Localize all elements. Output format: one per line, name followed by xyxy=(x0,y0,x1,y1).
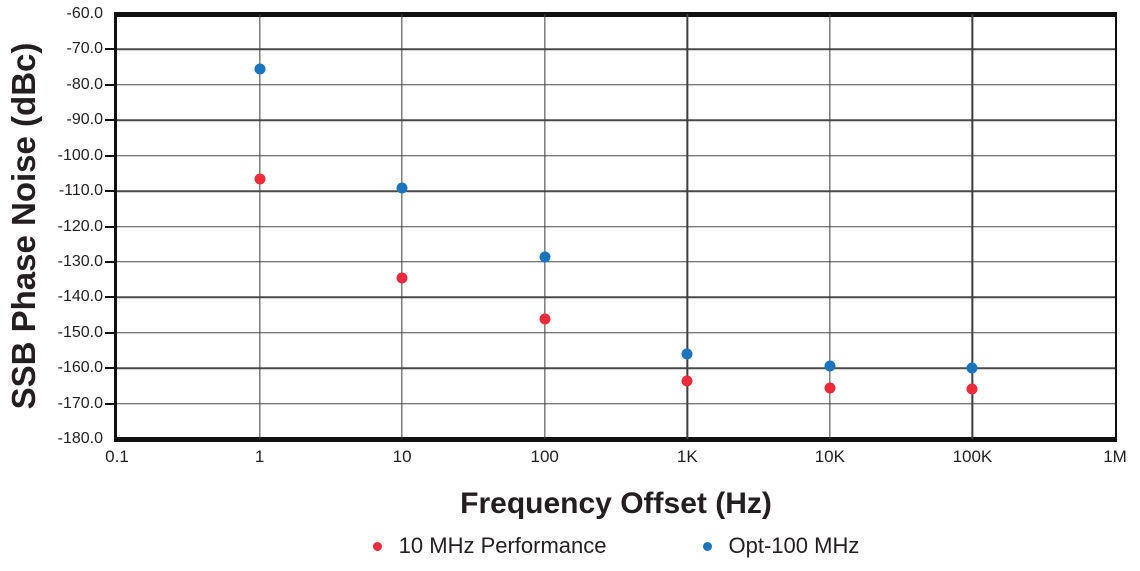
x-tick-label-1M: 1M xyxy=(1103,447,1127,466)
x-axis-title: Frequency Offset (Hz) xyxy=(460,487,772,520)
y-tick-mark xyxy=(105,119,114,122)
y-tick-mark xyxy=(105,331,114,334)
data-point-10mhz-10000hz xyxy=(824,382,836,394)
x-tick-label-1K: 1K xyxy=(676,447,698,466)
y-tick-label--90.0: -90.0 xyxy=(66,111,103,129)
y-tick-mark xyxy=(105,367,114,370)
h-gridline xyxy=(117,119,1115,121)
data-point-10mhz-1000hz xyxy=(681,375,693,387)
y-tick-label--120.0: -120.0 xyxy=(57,217,103,235)
plot-border-bottom xyxy=(114,437,1117,442)
x-tick-label-10: 10 xyxy=(392,447,412,466)
y-tick-mark xyxy=(105,190,114,193)
plot-border-top xyxy=(114,12,1117,17)
y-tick-mark xyxy=(105,402,114,405)
h-gridline xyxy=(117,190,1115,192)
x-tick-label-1: 1 xyxy=(254,447,265,466)
x-tick-label-10K: 10K xyxy=(814,447,845,466)
y-axis-line xyxy=(114,12,117,442)
y-tick-label--100.0: -100.0 xyxy=(57,146,103,164)
y-tick-mark xyxy=(105,260,114,263)
h-gridline xyxy=(117,367,1115,369)
legend-marker-red-dot-icon xyxy=(372,541,382,551)
y-tick-label--160.0: -160.0 xyxy=(57,359,103,377)
y-tick-label--110.0: -110.0 xyxy=(58,182,103,200)
h-gridline xyxy=(117,154,1115,157)
legend-item-10mhz-performance: 10 MHz Performance xyxy=(372,533,607,559)
data-point-10mhz-100hz xyxy=(539,313,551,325)
y-tick-mark xyxy=(105,225,114,228)
v-gridline xyxy=(829,14,831,439)
data-point-opt100-1hz xyxy=(254,63,266,75)
h-gridline xyxy=(117,261,1115,263)
v-gridline xyxy=(401,14,403,439)
y-tick-mark xyxy=(105,154,114,157)
v-gridline xyxy=(971,14,974,439)
data-point-opt100-100000hz xyxy=(966,362,978,374)
x-tick-label-100K: 100K xyxy=(952,447,993,466)
data-point-10mhz-1hz xyxy=(254,173,266,185)
legend-label-opt-100mhz: Opt-100 MHz xyxy=(728,533,860,558)
data-point-10mhz-10hz xyxy=(396,272,408,284)
y-tick-mark xyxy=(105,83,114,86)
legend-label-10mhz-performance: 10 MHz Performance xyxy=(398,533,607,558)
y-tick-label--70.0: -70.0 xyxy=(66,40,103,58)
v-gridline xyxy=(258,14,261,439)
data-point-opt100-100hz xyxy=(539,251,551,263)
h-gridline xyxy=(117,48,1115,51)
data-point-opt100-10hz xyxy=(396,182,408,194)
y-tick-mark xyxy=(105,296,114,299)
data-point-10mhz-100000hz xyxy=(966,383,978,395)
legend-marker-blue-dot-icon xyxy=(702,541,712,551)
y-tick-label--180.0: -180.0 xyxy=(57,430,103,447)
y-tick-label--130.0: -130.0 xyxy=(57,252,103,270)
plot-area xyxy=(117,14,1115,439)
data-point-opt100-10000hz xyxy=(824,360,836,372)
legend: 10 MHz Performance Opt-100 MHz xyxy=(117,533,1115,559)
v-gridline xyxy=(544,14,546,439)
h-gridline xyxy=(117,332,1115,334)
y-tick-label--80.0: -80.0 xyxy=(66,75,103,93)
legend-item-opt-100mhz: Opt-100 MHz xyxy=(702,533,860,559)
plot-border-right xyxy=(1115,12,1117,442)
data-point-opt100-1000hz xyxy=(681,348,693,360)
h-gridline xyxy=(117,296,1115,299)
x-tick-label-100: 100 xyxy=(530,447,559,466)
v-gridline xyxy=(686,14,688,439)
y-tick-label--140.0: -140.0 xyxy=(57,288,103,306)
y-tick-mark xyxy=(105,48,114,51)
y-tick-label--170.0: -170.0 xyxy=(57,394,103,412)
y-tick-label--60.0: -60.0 xyxy=(66,5,103,22)
h-gridline xyxy=(117,402,1115,405)
y-tick-label--150.0: -150.0 xyxy=(57,323,103,341)
h-gridline xyxy=(117,84,1115,86)
h-gridline xyxy=(117,225,1115,228)
x-tick-label-0.1: 0.1 xyxy=(105,447,129,466)
